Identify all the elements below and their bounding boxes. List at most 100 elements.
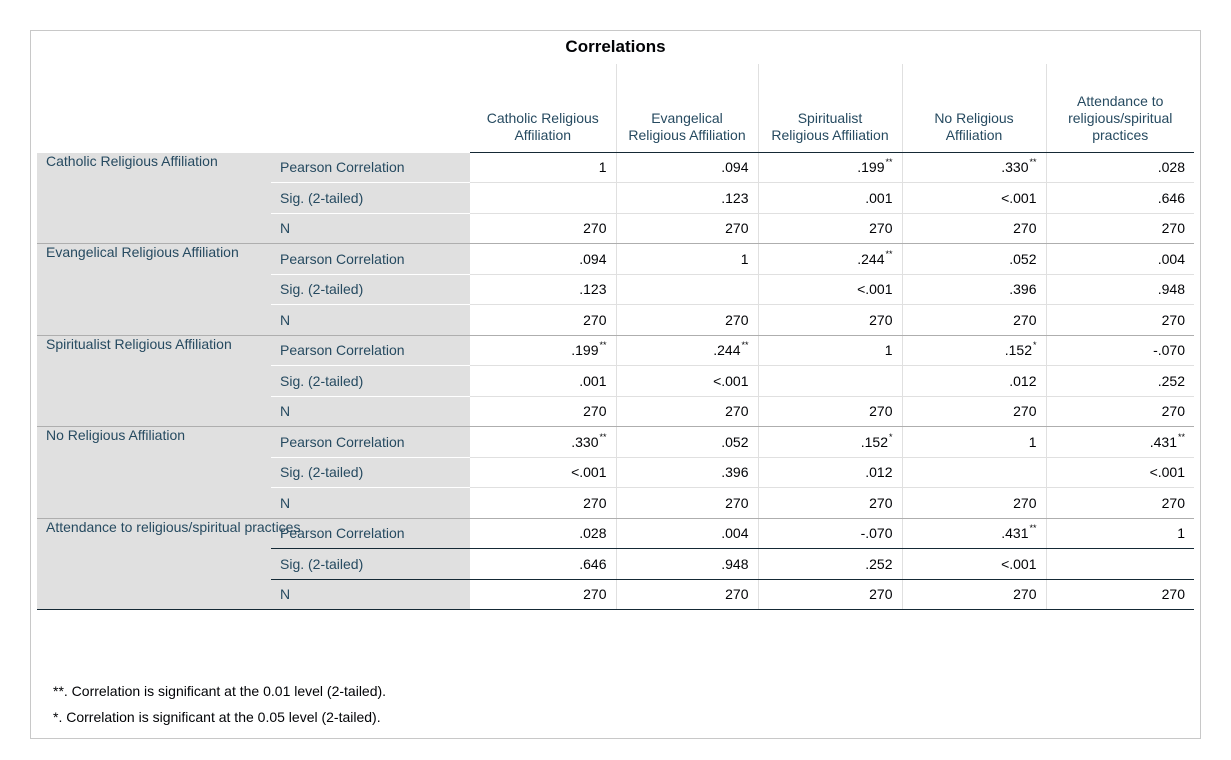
value-cell: 270 [757, 396, 902, 427]
correlation-value: 1 [884, 342, 893, 359]
value-cell: 270 [615, 396, 758, 427]
statistic-label: N [271, 304, 470, 336]
correlations-table-frame: Correlations Catholic Religious Affiliat… [30, 30, 1201, 739]
correlation-value: .004 [721, 525, 749, 542]
table-row: Spiritualist Religious Affiliation Pearso… [37, 335, 1194, 427]
significance-marker: ** [1029, 523, 1037, 534]
value-cell: 270 [901, 213, 1046, 244]
correlation-value: -.070 [1153, 342, 1185, 359]
correlation-value: .028 [579, 525, 607, 542]
row-variable-label: No Religious Affiliation [37, 426, 271, 519]
statistic-label: Sig. (2-tailed) [271, 457, 470, 488]
correlation-value: -.070 [860, 525, 893, 542]
table-row: Catholic Religious Affiliation Pearson Co… [37, 152, 1194, 244]
value-cell: .646 [470, 548, 616, 580]
value-cell: .123 [615, 182, 758, 214]
value-cell [470, 182, 616, 214]
correlation-value: .244 [713, 342, 741, 359]
statistic-label: Pearson Correlation [271, 518, 470, 549]
value-cell: .244** [757, 243, 902, 275]
value-cell: 270 [757, 579, 902, 610]
value-cell: .123 [470, 274, 616, 305]
column-header-row: Catholic Religious Affiliation Evangelic… [37, 64, 1194, 153]
value-cell: 270 [615, 487, 758, 519]
value-cell: .012 [757, 457, 902, 488]
value-cell: <.001 [757, 274, 902, 305]
correlation-value: 1 [740, 250, 749, 267]
significance-marker: * [1032, 340, 1037, 351]
statistic-label: Sig. (2-tailed) [271, 548, 470, 580]
value-cell: 1 [757, 335, 902, 366]
value-cell: <.001 [1045, 457, 1194, 488]
statistic-label: Pearson Correlation [271, 243, 470, 275]
value-cell: <.001 [470, 457, 616, 488]
column-header: No Religious Affiliation [901, 64, 1046, 153]
column-header: Spiritualist Religious Affiliation [757, 64, 902, 153]
value-cell: .001 [470, 365, 616, 397]
value-cell: 270 [901, 304, 1046, 336]
value-cell: .252 [757, 548, 902, 580]
value-cell: 1 [1045, 518, 1194, 549]
value-cell: .199** [470, 335, 616, 366]
value-cell: .199** [757, 152, 902, 183]
table-row: No Religious Affiliation Pearson Correlat… [37, 426, 1194, 519]
correlation-value: .028 [1157, 159, 1185, 176]
value-cell: 270 [1045, 487, 1194, 519]
value-cell: .012 [901, 365, 1046, 397]
value-cell: .330** [470, 426, 616, 458]
significance-marker: ** [885, 248, 893, 259]
value-cell: 270 [470, 487, 616, 519]
value-cell: .396 [615, 457, 758, 488]
value-cell: .431** [1045, 426, 1194, 458]
value-cell: 270 [757, 304, 902, 336]
value-cell: 270 [901, 579, 1046, 610]
correlation-value: 1 [1028, 433, 1037, 450]
statistic-label: N [271, 213, 470, 244]
correlations-table: Catholic Religious Affiliation Evangelic… [37, 64, 1194, 610]
table-row: N 270 270 270 270 270 [37, 487, 1194, 519]
value-cell: 270 [470, 396, 616, 427]
value-cell: 270 [1045, 213, 1194, 244]
value-cell [757, 365, 902, 397]
table-row: Sig. (2-tailed) <.001.396.012 <.001 [37, 457, 1194, 488]
value-cell: <.001 [901, 182, 1046, 214]
value-cell: 270 [470, 579, 616, 610]
correlation-value: 1 [1177, 525, 1185, 542]
value-cell: 270 [1045, 579, 1194, 610]
statistic-label: N [271, 396, 470, 427]
value-cell: .028 [470, 518, 616, 549]
header-blank-cell [37, 64, 271, 153]
value-cell: .948 [615, 548, 758, 580]
statistic-label: Sig. (2-tailed) [271, 182, 470, 214]
value-cell: .004 [615, 518, 758, 549]
value-cell: 270 [757, 213, 902, 244]
correlation-value: .431 [1149, 433, 1177, 450]
table-row: Sig. (2-tailed) .001 <.001 .012.252 [37, 365, 1194, 397]
value-cell: .948 [1045, 274, 1194, 305]
row-variable-label: Spiritualist Religious Affiliation [37, 335, 271, 427]
significance-marker: ** [885, 157, 893, 168]
value-cell: 1 [901, 426, 1046, 458]
header-blank-cell [271, 64, 470, 153]
value-cell: .094 [470, 243, 616, 275]
table-row: Evangelical Religious Affiliation Pearson… [37, 243, 1194, 336]
correlation-value: .004 [1157, 250, 1185, 267]
row-variable-label: Attendance to religious/spiritual practi… [37, 518, 300, 610]
correlation-value: .152 [860, 433, 888, 450]
correlation-value: .094 [721, 159, 749, 176]
table-row: N 270 270 270 270 270 [37, 213, 1194, 244]
value-cell: .001 [757, 182, 902, 214]
value-cell: -.070 [757, 518, 902, 549]
statistic-label: Sig. (2-tailed) [271, 274, 470, 305]
column-header: Attendance to religious/spiritual practi… [1045, 64, 1194, 153]
value-cell: <.001 [615, 365, 758, 397]
table-row: Sig. (2-tailed) .123 <.001.396.948 [37, 274, 1194, 305]
value-cell: 270 [615, 579, 758, 610]
value-cell [901, 457, 1046, 488]
footnotes: **. Correlation is significant at the 0.… [53, 678, 386, 730]
significance-marker: ** [1029, 157, 1037, 168]
value-cell: 1 [470, 152, 616, 183]
value-cell: .152* [901, 335, 1046, 366]
value-cell: .252 [1045, 365, 1194, 397]
value-cell: 270 [470, 213, 616, 244]
